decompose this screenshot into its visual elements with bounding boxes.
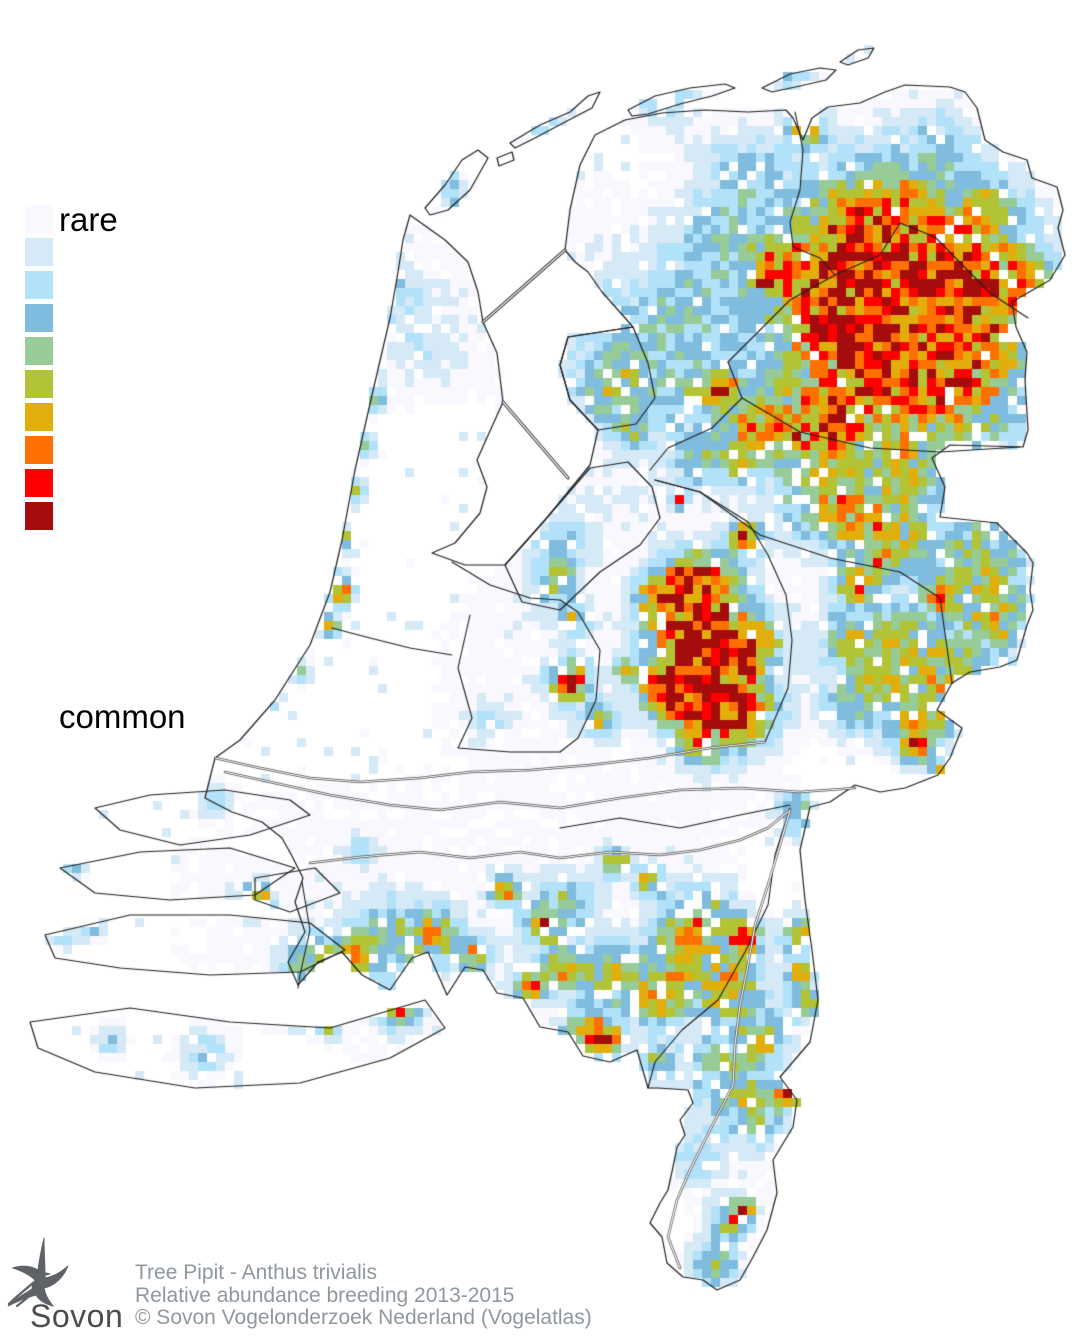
legend-swatch-6 [25,403,53,431]
legend-swatch-column [25,205,325,530]
legend-swatch-7 [25,436,53,464]
legend-swatch-4 [25,337,53,365]
map-caption: Tree Pipit - Anthus trivialis Relative a… [135,1261,592,1330]
caption-species: Tree Pipit - Anthus trivialis [135,1261,377,1284]
caption-subtitle: Relative abundance breeding 2013-2015 [135,1283,515,1307]
legend-swatch-9 [25,502,53,530]
legend-swatch-3 [25,304,53,332]
legend-swatch-8 [25,469,53,497]
abundance-legend: rare common [25,201,325,733]
legend-swatch-2 [25,271,53,299]
legend-label-rare: rare [59,201,118,238]
legend-swatch-0 [25,205,53,233]
legend-swatch-5 [25,370,53,398]
legend-swatch-1 [25,238,53,266]
sovon-logo: Sovon [6,1236,131,1336]
swallow-icon [7,1237,69,1308]
legend-label-common: common [59,698,186,735]
caption-copyright: © Sovon Vogelonderzoek Nederland (Vogela… [135,1306,592,1329]
sovon-logo-text: Sovon [30,1298,124,1334]
